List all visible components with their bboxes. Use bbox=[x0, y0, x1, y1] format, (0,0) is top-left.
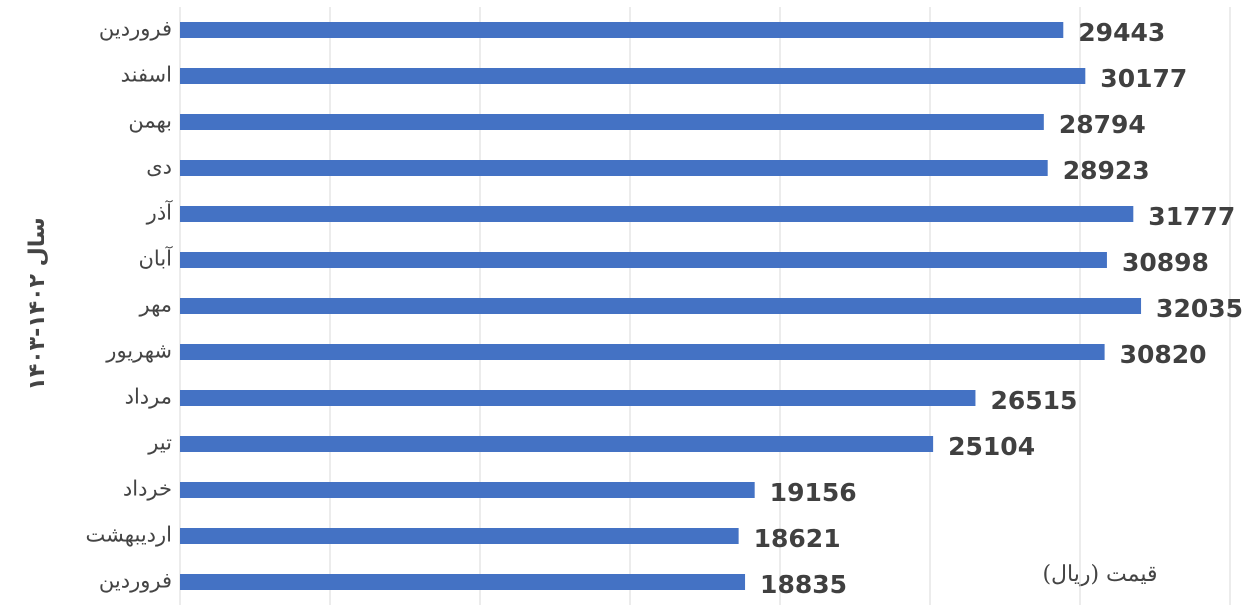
annotation: قیمت (ریال) bbox=[1042, 562, 1157, 587]
y-axis-label: سال ۱۴۰۲-۱۴۰۳ bbox=[25, 217, 50, 390]
value-label: 31777 bbox=[1148, 202, 1235, 231]
value-label: 30898 bbox=[1122, 248, 1209, 277]
value-label: 28923 bbox=[1063, 156, 1150, 185]
bar bbox=[180, 206, 1134, 222]
bar bbox=[180, 344, 1105, 360]
bar bbox=[180, 574, 746, 590]
value-label: 25104 bbox=[948, 432, 1035, 461]
y-tick-label: شهریور bbox=[105, 339, 172, 364]
bar bbox=[180, 436, 934, 452]
value-label: 29443 bbox=[1078, 18, 1165, 47]
y-tick-label: مرداد bbox=[125, 385, 172, 410]
bar bbox=[180, 22, 1064, 38]
y-tick-label: فروردین bbox=[99, 569, 172, 594]
y-tick-label: اسفند bbox=[121, 63, 172, 87]
bar bbox=[180, 528, 739, 544]
bar bbox=[180, 160, 1048, 176]
y-tick-label: آبان bbox=[139, 245, 174, 271]
value-label: 26515 bbox=[990, 386, 1077, 415]
value-label: 19156 bbox=[770, 478, 857, 507]
y-tick-label: بهمن bbox=[128, 109, 172, 134]
bar bbox=[180, 68, 1086, 84]
bar bbox=[180, 482, 755, 498]
y-tick-label: فروردین bbox=[99, 17, 172, 42]
value-label: 30177 bbox=[1100, 64, 1187, 93]
bar bbox=[180, 390, 976, 406]
value-label: 18621 bbox=[754, 524, 841, 553]
value-label: 30820 bbox=[1120, 340, 1207, 369]
bar bbox=[180, 298, 1142, 314]
bar bbox=[180, 114, 1044, 130]
value-label: 18835 bbox=[760, 570, 847, 599]
y-tick-label: خرداد bbox=[123, 477, 172, 502]
value-label: 32035 bbox=[1156, 294, 1243, 323]
y-tick-label: آذر bbox=[146, 199, 173, 226]
y-tick-label: اردیبهشت bbox=[85, 523, 172, 548]
y-tick-label: دی bbox=[146, 155, 172, 179]
y-tick-label: مهر bbox=[138, 293, 172, 318]
value-label: 28794 bbox=[1059, 110, 1146, 139]
bar bbox=[180, 252, 1107, 268]
y-tick-label: تیر bbox=[147, 431, 172, 456]
